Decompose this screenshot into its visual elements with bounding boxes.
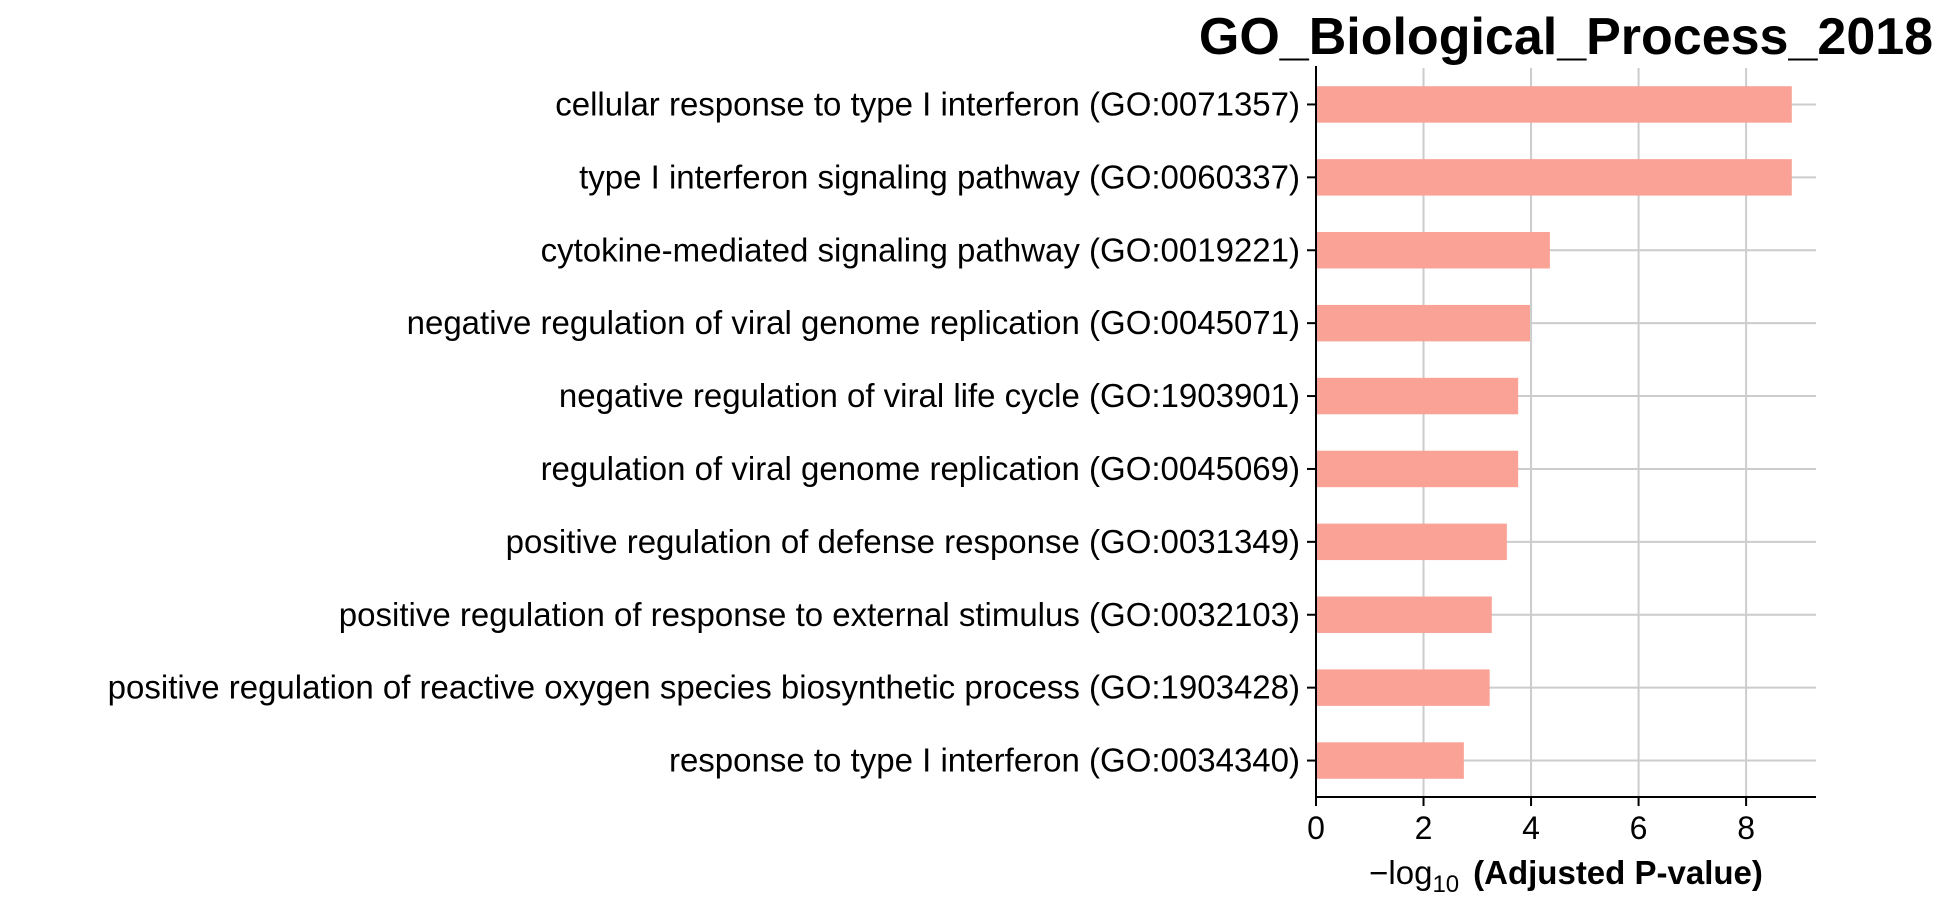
category-label: cytokine-mediated signaling pathway (GO:… (541, 231, 1300, 268)
axes (1307, 66, 1816, 806)
category-label: type I interferon signaling pathway (GO:… (579, 158, 1300, 195)
category-label: negative regulation of viral genome repl… (407, 304, 1300, 341)
bar (1316, 450, 1519, 488)
category-label: positive regulation of reactive oxygen s… (108, 669, 1300, 706)
bar (1316, 596, 1492, 633)
category-label: response to type I interferon (GO:003434… (669, 742, 1300, 779)
category-label: negative regulation of viral life cycle … (559, 377, 1300, 414)
x-tick-label: 8 (1737, 810, 1755, 846)
x-axis-label-text: (Adjusted P-value) (1473, 854, 1763, 891)
category-label: positive regulation of defense response … (506, 523, 1300, 560)
bar (1316, 377, 1519, 415)
chart-title: GO_Biological_Process_2018 (1199, 8, 1933, 66)
category-label: cellular response to type I interferon (… (555, 85, 1300, 122)
bars (1316, 86, 1792, 779)
x-axis-label: −log10 (Adjusted P-value) (1369, 854, 1763, 898)
category-label: regulation of viral genome replication (… (541, 450, 1300, 487)
x-tick-label: 2 (1415, 810, 1433, 846)
category-label: positive regulation of response to exter… (339, 596, 1300, 633)
x-tick-label: 0 (1307, 810, 1325, 846)
category-labels: cellular response to type I interferon (… (108, 85, 1300, 778)
bar (1316, 669, 1490, 706)
bar (1316, 304, 1530, 342)
bar (1316, 232, 1550, 269)
bar (1316, 523, 1507, 561)
x-axis-label-subscript: 10 (1432, 871, 1459, 898)
bar (1316, 159, 1792, 196)
x-tick-label: 6 (1630, 810, 1648, 846)
x-axis-label-prefix: −log (1369, 854, 1432, 891)
bar (1316, 86, 1792, 123)
bar (1316, 742, 1464, 779)
x-tick-label: 4 (1522, 810, 1540, 846)
x-tick-labels: 0 2 4 6 8 (1307, 810, 1755, 846)
